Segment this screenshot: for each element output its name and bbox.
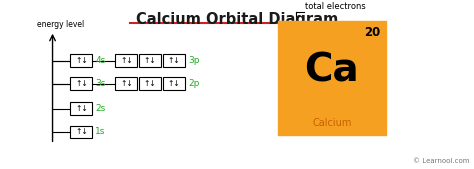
Text: 2s: 2s (95, 104, 106, 113)
Text: 2p: 2p (188, 79, 200, 88)
Text: total electrons: total electrons (305, 2, 365, 11)
Bar (115, 54, 137, 67)
Bar (139, 54, 161, 67)
Text: ↑↓: ↑↓ (120, 79, 133, 88)
Text: ↑↓: ↑↓ (168, 56, 181, 65)
Text: ↑↓: ↑↓ (168, 79, 181, 88)
Text: 3s: 3s (95, 79, 106, 88)
Text: 20: 20 (365, 26, 381, 39)
Bar (71, 126, 92, 138)
Text: ↑↓: ↑↓ (144, 56, 156, 65)
Bar (139, 77, 161, 90)
Bar (115, 77, 137, 90)
Text: Calcium: Calcium (312, 118, 351, 128)
Bar (163, 54, 185, 67)
Text: ↑↓: ↑↓ (120, 56, 133, 65)
Text: Calcium Orbital Diagram: Calcium Orbital Diagram (136, 12, 338, 27)
Bar (163, 77, 185, 90)
Bar (71, 102, 92, 115)
Text: 3p: 3p (188, 56, 200, 65)
Text: ↑↓: ↑↓ (75, 104, 88, 113)
Text: energy level: energy level (36, 20, 84, 29)
Text: Ca: Ca (304, 51, 359, 89)
Text: ↑↓: ↑↓ (75, 79, 88, 88)
Text: ↑↓: ↑↓ (75, 127, 88, 136)
Text: ↑↓: ↑↓ (75, 56, 88, 65)
Text: ↑↓: ↑↓ (144, 79, 156, 88)
Bar (278, 21, 385, 135)
Bar (71, 54, 92, 67)
Text: 4s: 4s (95, 56, 106, 65)
Bar (71, 77, 92, 90)
Text: © Learnool.com: © Learnool.com (413, 159, 469, 164)
Text: 1s: 1s (95, 127, 106, 136)
